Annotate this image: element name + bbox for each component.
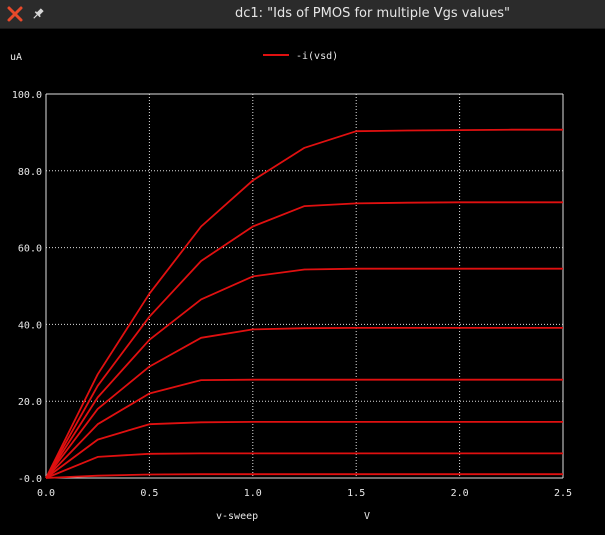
series-line-4 xyxy=(45,378,563,479)
legend: -i(vsd) xyxy=(263,51,338,62)
x-axis-label: v-sweep xyxy=(216,511,258,522)
series-layer xyxy=(45,128,563,479)
y-tick-label: 80.0 xyxy=(18,167,42,178)
series-line-2 xyxy=(45,452,563,479)
series-line-6 xyxy=(45,267,563,479)
series-line-8 xyxy=(45,128,563,479)
x-unit-label: V xyxy=(364,511,370,522)
tick-labels: 0.0 0.5 1.0 1.5 2.0 2.5 -0.0 20.0 40.0 60.0 80.0 10… xyxy=(12,90,572,499)
y-tick-label: 40.0 xyxy=(18,320,42,331)
title-bar: dc1: "Ids of PMOS for multiple Vgs value… xyxy=(0,0,605,29)
x-tick-label: 2.5 xyxy=(554,488,572,499)
y-tick-label: 60.0 xyxy=(18,244,42,255)
x-tick-label: 1.5 xyxy=(347,488,365,499)
x-tick-label: 0.5 xyxy=(140,488,158,499)
pin-icon[interactable] xyxy=(30,6,46,22)
close-icon[interactable] xyxy=(6,5,24,23)
series-line-3 xyxy=(45,420,563,479)
y-tick-label: 20.0 xyxy=(18,397,42,408)
y-tick-label: 100.0 xyxy=(12,90,42,101)
series-line-1 xyxy=(45,473,563,479)
series-line-7 xyxy=(45,201,563,479)
y-unit-label: uA xyxy=(10,52,22,63)
grid xyxy=(45,93,564,479)
legend-label: -i(vsd) xyxy=(296,51,338,62)
y-tick-label: -0.0 xyxy=(18,474,42,485)
x-tick-label: 1.0 xyxy=(244,488,262,499)
x-tick-label: 0.0 xyxy=(37,488,55,499)
window-title: dc1: "Ids of PMOS for multiple Vgs value… xyxy=(234,6,511,21)
x-tick-label: 2.0 xyxy=(451,488,469,499)
series-line-5 xyxy=(45,326,563,479)
